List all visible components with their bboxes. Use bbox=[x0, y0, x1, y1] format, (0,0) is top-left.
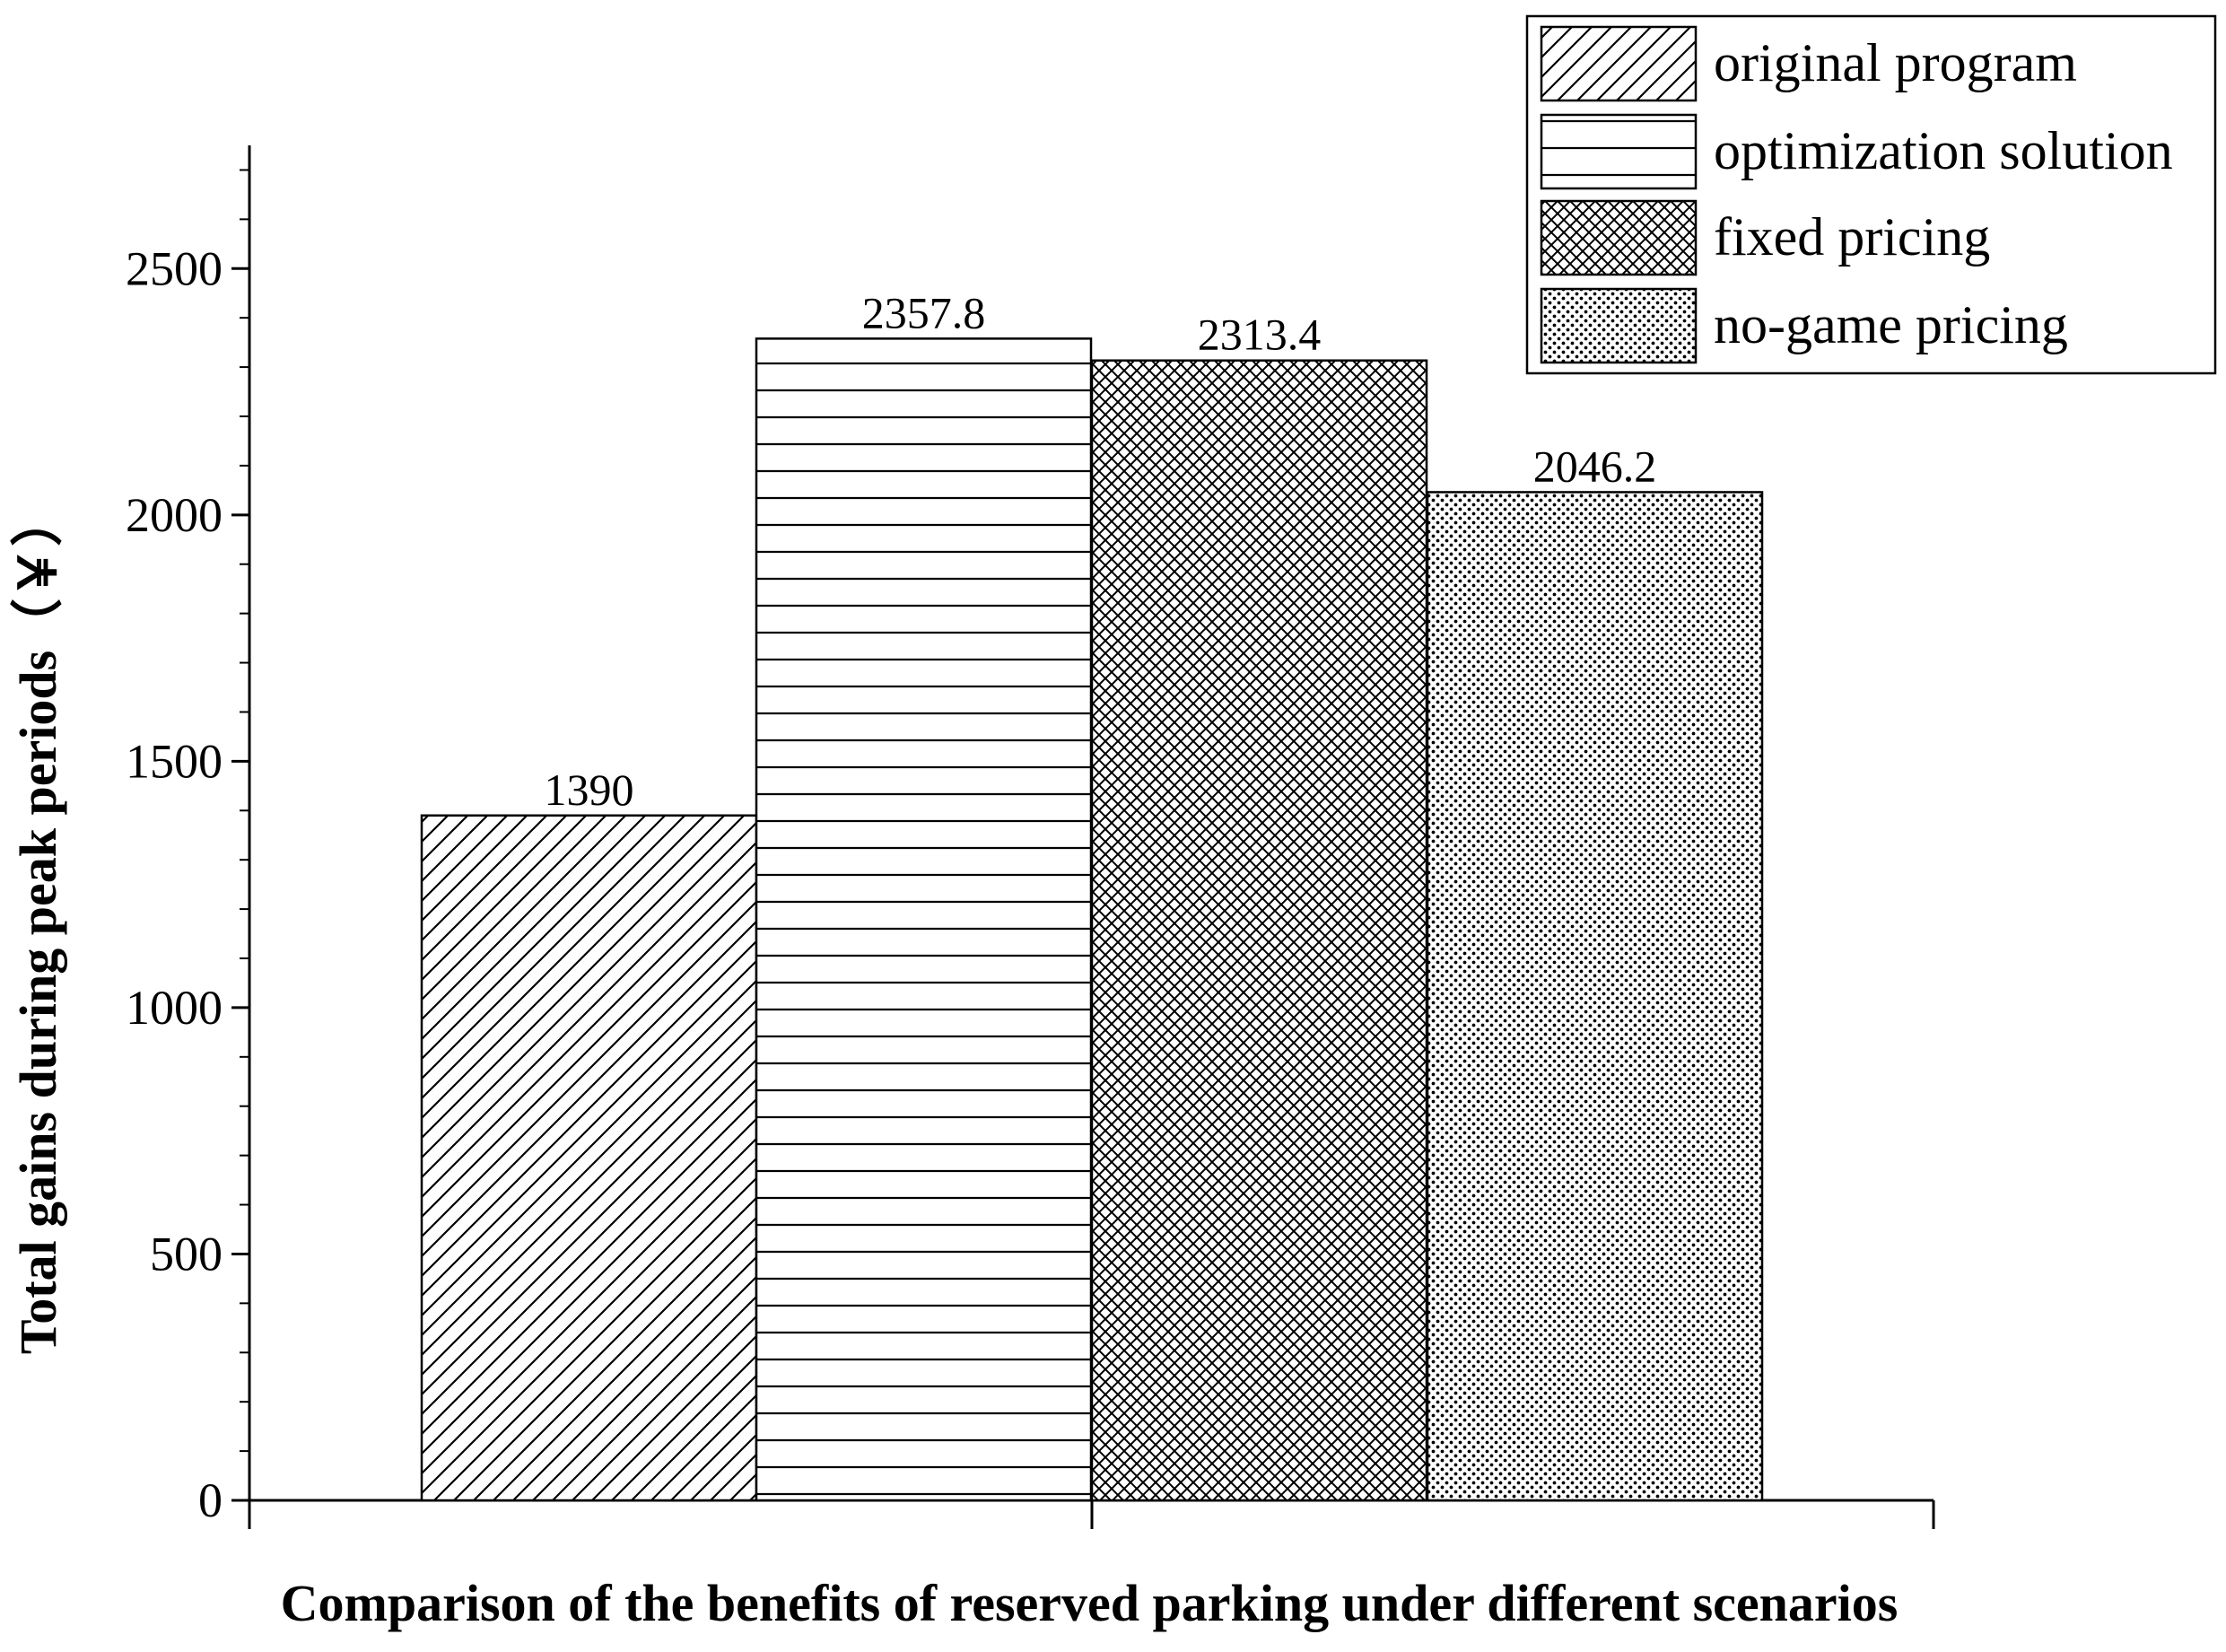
legend-swatch bbox=[1540, 287, 1698, 364]
bar-original-program bbox=[420, 814, 758, 1502]
data-label: 2357.8 bbox=[862, 287, 986, 337]
legend-label: fixed pricing bbox=[1714, 207, 1990, 267]
y-axis-title: Total gains during peak periods（￥） bbox=[9, 494, 67, 1354]
y-axis: 0 500 1000 1500 2000 2500 bbox=[126, 145, 251, 1527]
bar-optimization-solution bbox=[755, 337, 1093, 1502]
y-tick-label: 1000 bbox=[126, 981, 223, 1035]
x-axis-title: Comparison of the benefits of reserved p… bbox=[281, 1574, 1899, 1632]
data-label: 2046.2 bbox=[1533, 441, 1657, 491]
data-label: 2313.4 bbox=[1198, 310, 1322, 360]
legend-swatch bbox=[1540, 113, 1698, 190]
x-axis bbox=[248, 1499, 1935, 1529]
y-tick-label: 1500 bbox=[126, 734, 223, 788]
legend: original program optimization solution fix… bbox=[1525, 14, 2217, 375]
y-tick-label: 0 bbox=[198, 1473, 223, 1527]
bars-group bbox=[420, 337, 1764, 1502]
legend-swatch bbox=[1540, 199, 1698, 276]
bar-no-game-pricing bbox=[1426, 491, 1764, 1502]
data-label: 1390 bbox=[545, 765, 634, 815]
legend-label: optimization solution bbox=[1714, 121, 2173, 180]
legend-label: original program bbox=[1714, 33, 2077, 92]
y-tick-label: 2000 bbox=[126, 488, 223, 542]
legend-swatch bbox=[1540, 25, 1698, 102]
legend-label: no-game pricing bbox=[1714, 295, 2068, 354]
y-tick-label: 2500 bbox=[126, 241, 223, 295]
data-labels-group: 1390 2357.8 2313.4 2046.2 bbox=[545, 287, 1657, 814]
bar-fixed-pricing bbox=[1090, 359, 1428, 1502]
y-tick-label: 500 bbox=[150, 1227, 223, 1281]
